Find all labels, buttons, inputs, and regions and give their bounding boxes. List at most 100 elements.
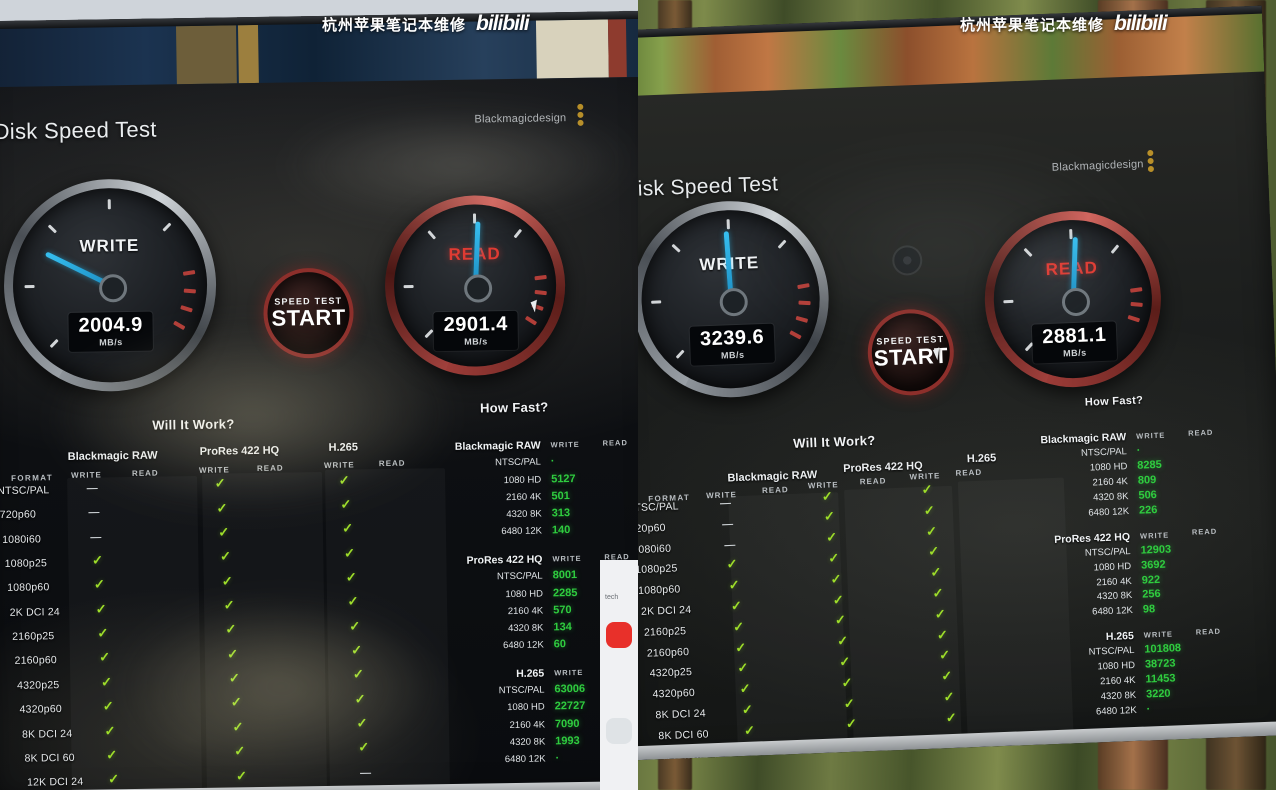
table-cell: ✓	[727, 576, 742, 595]
right-camera-icon	[893, 246, 921, 274]
how-fast-write-value: 2285	[552, 586, 578, 599]
left-blackmagic-brand: Blackmagicdesign	[474, 112, 567, 126]
check-icon: ✓	[921, 481, 933, 498]
how-fast-write-value: 5127	[551, 472, 576, 485]
table-cell: ✓	[341, 520, 355, 538]
check-icon: ✓	[354, 691, 366, 707]
table-cell: ✓	[944, 709, 959, 728]
left-start-button-label: START	[271, 305, 346, 332]
dash-icon: —	[90, 531, 102, 544]
table-row-label: 8K DCI 24	[21, 727, 73, 741]
how-fast-group-title: H.265	[516, 667, 545, 680]
how-fast-subhead: READ	[602, 437, 628, 448]
check-icon: ✓	[828, 550, 840, 566]
left-format-header: FORMAT	[10, 473, 54, 483]
check-icon: ✓	[108, 771, 120, 787]
check-icon: ✓	[836, 633, 849, 649]
table-row-label: 4320p60	[652, 687, 696, 701]
left-laptop-screen: Disk Speed Test Blackmagicdesign WRITE	[0, 10, 638, 790]
right-speed-test-start-button[interactable]: SPEED TEST START	[866, 307, 956, 397]
table-cell: ✓	[725, 555, 740, 574]
table-cell: —	[85, 478, 99, 496]
left-col-head-braw: Blackmagic RAW	[67, 449, 158, 463]
check-icon: ✓	[99, 649, 111, 665]
left-write-gauge-label: WRITE	[79, 236, 140, 256]
right-sub-h265-read: READ	[955, 467, 983, 478]
check-icon: ✓	[347, 593, 359, 609]
check-icon: ✓	[349, 618, 361, 634]
right-sub-prores-read: READ	[859, 476, 887, 487]
right-blackmagic-brand: Blackmagicdesign	[1051, 158, 1144, 174]
check-icon: ✓	[227, 646, 239, 662]
table-row-label: 1080p25	[4, 557, 48, 571]
left-sub-h265-read: READ	[378, 458, 406, 469]
how-fast-write-value: 12903	[1140, 543, 1172, 557]
how-fast-row-label: 4320 8K	[509, 736, 546, 749]
left-read-gauge: READ 2901.4 MB/s	[383, 194, 567, 377]
table-cell: ✓	[822, 508, 837, 527]
table-cell: ✓	[731, 618, 746, 637]
table-cell: ✓	[837, 653, 852, 672]
check-icon: ✓	[234, 743, 246, 759]
right-app-title: Disk Speed Test	[638, 172, 779, 202]
check-icon: ✓	[839, 653, 851, 670]
right-read-gauge: READ 2881.1 MB/s	[981, 207, 1165, 391]
table-cell: ✓	[353, 690, 367, 708]
left-speed-test-start-button[interactable]: SPEED TEST START	[262, 267, 355, 359]
table-row-label: 720p60	[638, 521, 666, 536]
table-cell: ✓	[357, 739, 371, 757]
check-icon: ✓	[351, 642, 363, 658]
table-row-label: 1080i60	[638, 542, 672, 556]
table-cell: ✓	[355, 714, 369, 732]
how-fast-row-label: 1080 HD	[505, 588, 544, 600]
table-row-label: 2K DCI 24	[9, 605, 61, 619]
table-cell: ✓	[96, 624, 110, 642]
how-fast-write-value: 60	[553, 638, 567, 651]
table-cell: ✓	[842, 694, 857, 713]
table-cell: ✓	[831, 591, 846, 610]
check-icon: ✓	[235, 767, 248, 783]
table-row-label: 720p60	[0, 508, 37, 522]
check-icon: ✓	[941, 668, 953, 684]
check-icon: ✓	[223, 597, 235, 613]
check-icon: ✓	[340, 496, 352, 512]
how-fast-subhead: READ	[1195, 626, 1222, 637]
check-icon: ✓	[938, 647, 951, 663]
dash-icon: —	[724, 538, 736, 552]
dash-icon: —	[88, 506, 100, 519]
how-fast-row-label: 6480 12K	[504, 753, 546, 766]
table-cell: ✓	[342, 544, 356, 562]
table-cell: ✓	[218, 548, 232, 566]
table-row-label: 1080i60	[2, 533, 42, 546]
how-fast-write-value: 226	[1138, 503, 1158, 517]
left-watermark: 杭州苹果笔记本维修 bilibili	[322, 12, 530, 36]
left-panel: Disk Speed Test Blackmagicdesign WRITE	[0, 0, 638, 790]
table-cell: ✓	[826, 549, 841, 568]
how-fast-row-label: 1080 HD	[507, 701, 545, 714]
left-col-head-h265: H.265	[328, 441, 359, 454]
table-row-label: 4320p25	[17, 678, 60, 692]
how-fast-row-label: 2160 4K	[509, 719, 546, 731]
check-icon: ✓	[91, 552, 104, 568]
how-fast-subhead: READ	[1191, 527, 1218, 538]
how-fast-row-label: 6480 12K	[502, 639, 544, 652]
left-write-readout: 2004.9 MB/s	[68, 311, 154, 352]
right-laptop-screen: Disk Speed Test Blackmagicdesign WRITE	[638, 5, 1276, 761]
table-row-label: 8K DCI 24	[655, 707, 706, 722]
table-cell: ✓	[226, 645, 240, 663]
how-fast-group-title: Blackmagic RAW	[454, 439, 541, 453]
how-fast-write-value: 809	[1137, 473, 1157, 487]
check-icon: ✓	[741, 701, 754, 718]
table-cell: —	[89, 527, 103, 545]
how-fast-subhead: WRITE	[1139, 530, 1170, 541]
left-sub-prores-read: READ	[256, 463, 284, 473]
how-fast-write-value: 11453	[1145, 672, 1176, 686]
how-fast-write-value: ·	[1136, 444, 1141, 457]
right-watermark-text: 杭州苹果笔记本维修	[960, 16, 1105, 34]
how-fast-write-value: ·	[555, 752, 560, 765]
how-fast-row-label: NTSC/PAL	[498, 684, 545, 697]
how-fast-subhead: WRITE	[552, 553, 582, 564]
check-icon: ✓	[730, 598, 743, 614]
table-cell: ✓	[942, 688, 957, 707]
check-icon: ✓	[228, 670, 240, 686]
